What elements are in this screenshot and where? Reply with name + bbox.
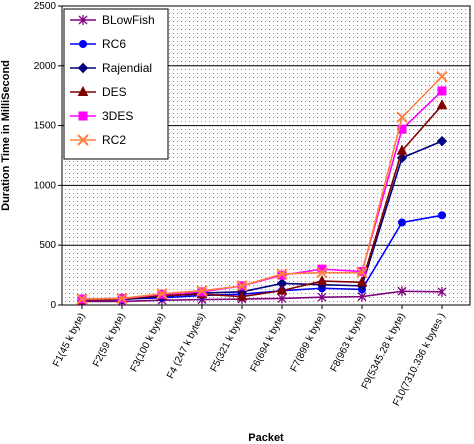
data-point-rc6 (398, 218, 406, 227)
data-point-blowfish (317, 292, 327, 303)
data-point-rc2 (436, 70, 448, 83)
x-tick-label: F4 (247 k bytes) (165, 311, 208, 380)
legend-label: RC2 (102, 133, 126, 147)
data-point-blowfish (277, 293, 287, 304)
x-tick-label: F9(5345.28 k byte) (360, 311, 408, 391)
series-rc2 (76, 70, 448, 305)
x-tick-label: F2(59 k byte) (91, 311, 128, 368)
data-point-rc2 (196, 284, 208, 297)
legend-label: RC6 (102, 37, 126, 51)
x-tick-label: F3(100 k byte) (129, 311, 168, 373)
y-tick-label: 2000 (34, 61, 57, 72)
x-tick-label: F6(694 k byte) (249, 311, 288, 373)
legend-marker (77, 62, 89, 74)
data-point-des (316, 275, 328, 286)
legend-item-rc6: RC6 (70, 37, 126, 51)
x-axis-title: Packet (248, 432, 284, 444)
series-line-rc2 (81, 76, 443, 300)
series-line-des (81, 104, 443, 302)
legend-marker (79, 40, 87, 48)
data-point-rc2 (156, 287, 168, 300)
data-point-rajendial (436, 135, 448, 147)
data-point-rc2 (316, 267, 328, 279)
legend-label: Rajendial (102, 61, 152, 75)
legend-marker (77, 85, 89, 96)
legend-label: DES (102, 85, 127, 99)
legend-label: BLowFish (102, 13, 155, 27)
legend-item-rc2: RC2 (70, 133, 126, 147)
data-point-rc2 (76, 293, 88, 305)
legend-item-blowfish: BLowFish (70, 13, 155, 27)
series-layer (76, 70, 448, 307)
data-point-rc2 (276, 268, 288, 280)
legend-label: 3DES (102, 109, 133, 123)
legend-item-rajendial: Rajendial (70, 61, 152, 75)
legend-marker (78, 15, 88, 25)
series-line-rajendial (81, 140, 443, 302)
data-point-des (436, 99, 448, 110)
data-point-3des (397, 124, 407, 134)
x-tick-label: F8(963 k byte) (329, 311, 368, 373)
data-point-des (276, 284, 288, 295)
data-point-blowfish (437, 286, 447, 297)
series-line-blowfish (82, 290, 443, 303)
data-point-rc2 (356, 267, 368, 279)
legend-item-des: DES (70, 85, 127, 99)
data-point-des (396, 144, 408, 155)
y-tick-label: 2500 (34, 1, 57, 12)
y-tick-label: 0 (50, 300, 56, 311)
plot-border (61, 5, 471, 306)
x-tick-label: F1(45 k byte) (51, 311, 88, 368)
legend-box (63, 8, 169, 160)
data-point-rc2 (236, 280, 248, 292)
data-point-des (356, 276, 368, 287)
data-point-3des (437, 86, 447, 96)
data-point-des (236, 290, 248, 301)
y-axis-title: Duration Time in MilliSecond (0, 60, 12, 211)
x-tick-label: F5(321 k byte) (209, 311, 248, 373)
data-point-rc2 (116, 292, 128, 305)
data-point-rc2 (396, 111, 408, 123)
x-axis-ticks: F1(45 k byte) F2(59 k byte) F3(100 k byte)… (51, 305, 448, 408)
data-point-rc6 (438, 211, 446, 220)
legend-item-3des: 3DES (70, 109, 133, 123)
legend-marker (77, 134, 89, 146)
legend: BLowFish RC6 Rajendial DES 3DES RC2 (63, 8, 169, 160)
x-tick-label: F7(899 k byte) (289, 311, 328, 373)
data-point-blowfish (397, 286, 407, 297)
y-tick-label: 1500 (34, 121, 57, 132)
y-tick-label: 500 (39, 240, 56, 251)
y-tick-label: 1000 (34, 180, 57, 191)
legend-marker (78, 111, 88, 121)
y-axis-ticks: 0 500 1000 1500 2000 2500 (34, 1, 62, 311)
